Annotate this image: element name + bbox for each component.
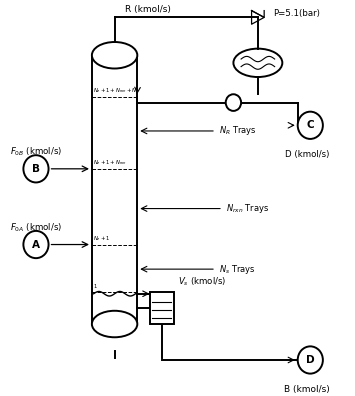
Text: $N_z+1+N_{rxn}$: $N_z+1+N_{rxn}$ <box>93 158 127 167</box>
Text: $N_{rxn}$ Trays: $N_{rxn}$ Trays <box>226 202 270 215</box>
Text: C: C <box>306 120 314 130</box>
Text: $F_{0B}$ (kmol/s): $F_{0B}$ (kmol/s) <box>10 146 62 158</box>
Text: P=5.1(bar): P=5.1(bar) <box>274 9 321 18</box>
Ellipse shape <box>233 49 282 77</box>
Text: B: B <box>32 164 40 174</box>
Text: B (kmol/s): B (kmol/s) <box>284 385 330 394</box>
Circle shape <box>23 155 49 183</box>
Ellipse shape <box>92 311 137 337</box>
Text: D (kmol/s): D (kmol/s) <box>285 150 329 159</box>
Circle shape <box>226 94 241 111</box>
Text: $V_s$ (kmol/s): $V_s$ (kmol/s) <box>178 276 226 288</box>
Text: D: D <box>306 355 315 365</box>
Text: $N_R$ Trays: $N_R$ Trays <box>219 124 257 137</box>
Circle shape <box>298 346 323 373</box>
Bar <box>149 292 174 324</box>
Text: $N_z+1+N_{rxn}+N_z$: $N_z+1+N_{rxn}+N_z$ <box>93 86 140 95</box>
Circle shape <box>23 231 49 258</box>
Text: A: A <box>32 240 40 249</box>
Text: $1$: $1$ <box>93 282 98 290</box>
Circle shape <box>298 112 323 139</box>
Text: $N_s$ Trays: $N_s$ Trays <box>219 263 256 276</box>
Text: R (kmol/s): R (kmol/s) <box>125 5 171 13</box>
Ellipse shape <box>92 42 137 69</box>
Text: $F_{0A}$ (kmol/s): $F_{0A}$ (kmol/s) <box>10 221 62 234</box>
Text: $N_z+1$: $N_z+1$ <box>93 234 110 243</box>
